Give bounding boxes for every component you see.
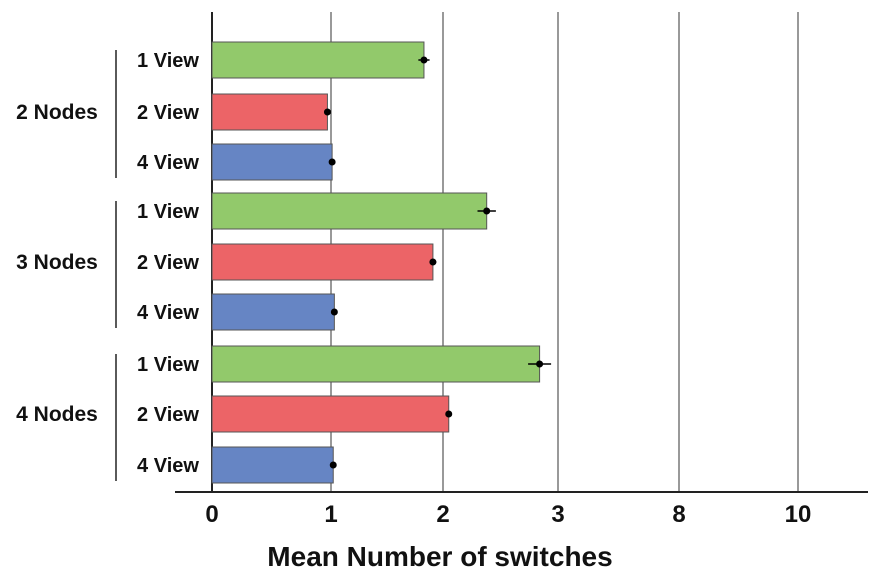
view-label: 4 View (137, 455, 199, 477)
mean-point (483, 207, 491, 215)
view-label: 1 View (137, 354, 199, 376)
mean-point (536, 360, 544, 368)
bar (211, 192, 488, 230)
bar (211, 345, 541, 383)
x-tick-label: 2 (436, 501, 449, 528)
view-label: 1 View (137, 50, 199, 72)
category-labels: 1 View 2 View 4 View 2 Nodes 1 View 2 View 4 V… (16, 50, 199, 481)
x-tick-label: 3 (551, 501, 564, 528)
error-bars (323, 56, 552, 469)
x-tick-label: 0 (205, 501, 218, 528)
bar (211, 143, 333, 181)
view-label: 4 View (137, 302, 199, 324)
x-tick-label: 8 (672, 501, 685, 528)
mean-point (328, 158, 336, 166)
view-label: 1 View (137, 201, 199, 223)
view-label: 2 View (137, 252, 199, 274)
view-label: 4 View (137, 152, 199, 174)
view-label: 2 View (137, 102, 199, 124)
x-axis-title: Mean Number of switches (267, 541, 612, 572)
mean-point (429, 258, 437, 266)
bar (211, 243, 434, 281)
mean-point (330, 308, 338, 316)
x-tick-label: 1 (324, 501, 337, 528)
x-axis: 0 1 2 3 8 10 (175, 491, 868, 528)
bars (211, 41, 541, 484)
bar (211, 395, 450, 433)
bar (211, 41, 425, 79)
group-label: 3 Nodes (16, 251, 98, 274)
bar (211, 293, 335, 331)
bar (211, 446, 334, 484)
group-label: 2 Nodes (16, 101, 98, 124)
mean-point (329, 461, 337, 469)
bar (211, 93, 328, 131)
x-tick-label: 10 (785, 501, 812, 528)
group-label: 4 Nodes (16, 403, 98, 426)
mean-point (420, 56, 428, 64)
mean-point (323, 108, 331, 116)
view-label: 2 View (137, 404, 199, 426)
mean-point (445, 410, 453, 418)
